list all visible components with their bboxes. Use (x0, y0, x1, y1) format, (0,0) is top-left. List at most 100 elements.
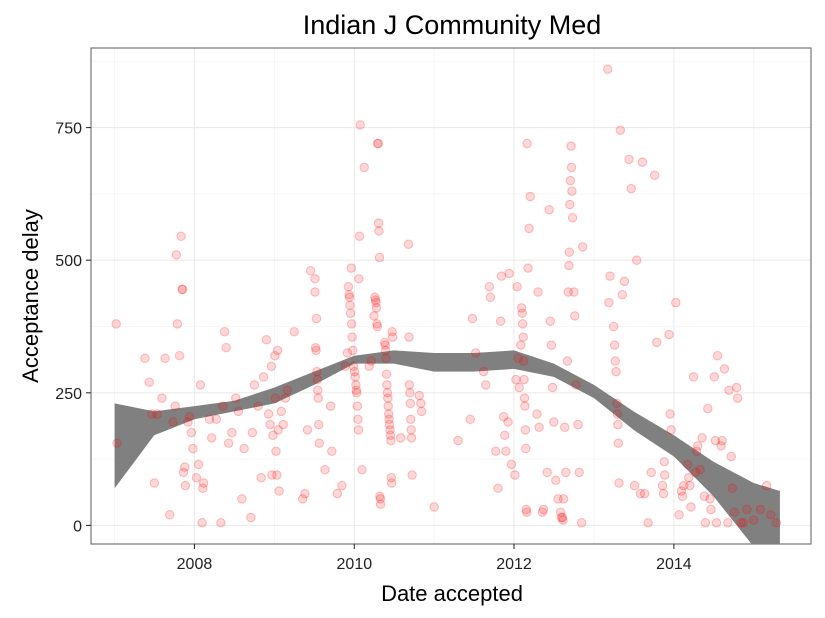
data-point (320, 464, 330, 475)
data-point (191, 472, 202, 483)
data-point (147, 409, 157, 419)
data-point (635, 488, 646, 499)
data-point (345, 308, 356, 318)
data-point (353, 414, 363, 425)
data-point (577, 242, 588, 252)
data-point (610, 356, 621, 366)
data-point (498, 411, 509, 422)
data-point (504, 268, 514, 279)
data-point (140, 353, 150, 364)
data-point (555, 507, 566, 517)
data-point (736, 518, 746, 528)
data-point (313, 393, 323, 403)
data-point (383, 409, 394, 419)
data-point (566, 141, 576, 151)
data-point (518, 332, 528, 342)
data-point (386, 435, 396, 446)
data-point (168, 417, 178, 427)
data-point (512, 281, 522, 292)
data-point (344, 292, 355, 303)
data-point (375, 494, 386, 504)
data-point (237, 494, 247, 504)
data-point (253, 401, 263, 411)
data-point (564, 247, 575, 257)
data-point (221, 342, 231, 353)
data-point (611, 366, 621, 377)
data-point (383, 401, 393, 411)
data-point (537, 507, 548, 517)
data-point (177, 284, 188, 295)
data-point (521, 443, 531, 454)
data-point (387, 327, 397, 337)
data-point (558, 494, 569, 504)
data-point (705, 494, 715, 504)
data-point (659, 470, 670, 480)
data-point (521, 504, 531, 515)
data-point (272, 470, 282, 480)
data-point (615, 125, 626, 135)
data-point (405, 388, 415, 398)
data-point (233, 406, 244, 417)
data-point (271, 446, 281, 456)
data-point (211, 414, 222, 425)
smooth-confidence-band (114, 350, 780, 544)
data-point (520, 425, 531, 435)
data-point (534, 422, 544, 433)
data-point (176, 231, 186, 242)
data-point (520, 401, 530, 411)
data-point (144, 377, 154, 387)
data-point (204, 414, 215, 425)
data-point (380, 345, 391, 356)
data-point (612, 409, 623, 419)
data-point (569, 287, 579, 297)
data-point (407, 470, 417, 480)
data-point (561, 467, 571, 478)
data-point (351, 385, 362, 395)
data-point (374, 252, 385, 263)
data-point (350, 372, 360, 382)
x-tick-label: 2010 (337, 556, 373, 573)
data-point (372, 319, 382, 329)
data-point (604, 297, 614, 308)
data-point (195, 380, 206, 390)
data-point (270, 350, 280, 361)
data-point (742, 504, 752, 515)
data-point (676, 486, 687, 496)
data-point (351, 388, 362, 398)
data-point (352, 401, 363, 411)
x-tick-label: 2012 (496, 556, 532, 573)
data-point (576, 518, 587, 528)
data-point (247, 427, 258, 438)
data-point (359, 162, 369, 173)
data-point (692, 441, 703, 451)
data-point (405, 398, 416, 409)
data-point (310, 287, 320, 297)
data-point (387, 332, 398, 342)
data-point (453, 435, 463, 446)
data-point (364, 361, 374, 372)
data-point (549, 417, 559, 427)
data-point (729, 507, 740, 517)
data-point (562, 356, 573, 366)
data-point (327, 446, 337, 456)
data-point (558, 515, 568, 525)
data-point (337, 480, 347, 491)
data-point (111, 319, 121, 329)
data-point (346, 263, 357, 273)
grid-lines (91, 48, 811, 544)
data-point (685, 480, 695, 491)
data-point (564, 260, 574, 271)
data-point (522, 138, 532, 149)
data-point (416, 398, 426, 409)
data-point (172, 319, 183, 329)
data-point (481, 380, 491, 390)
data-point (351, 380, 361, 390)
data-point (542, 467, 552, 478)
data-point (465, 414, 475, 425)
data-point (349, 366, 360, 377)
data-point (406, 414, 416, 425)
data-point (516, 303, 527, 313)
data-point (170, 401, 180, 411)
data-point (639, 488, 650, 499)
y-tick-label: 750 (55, 121, 82, 138)
